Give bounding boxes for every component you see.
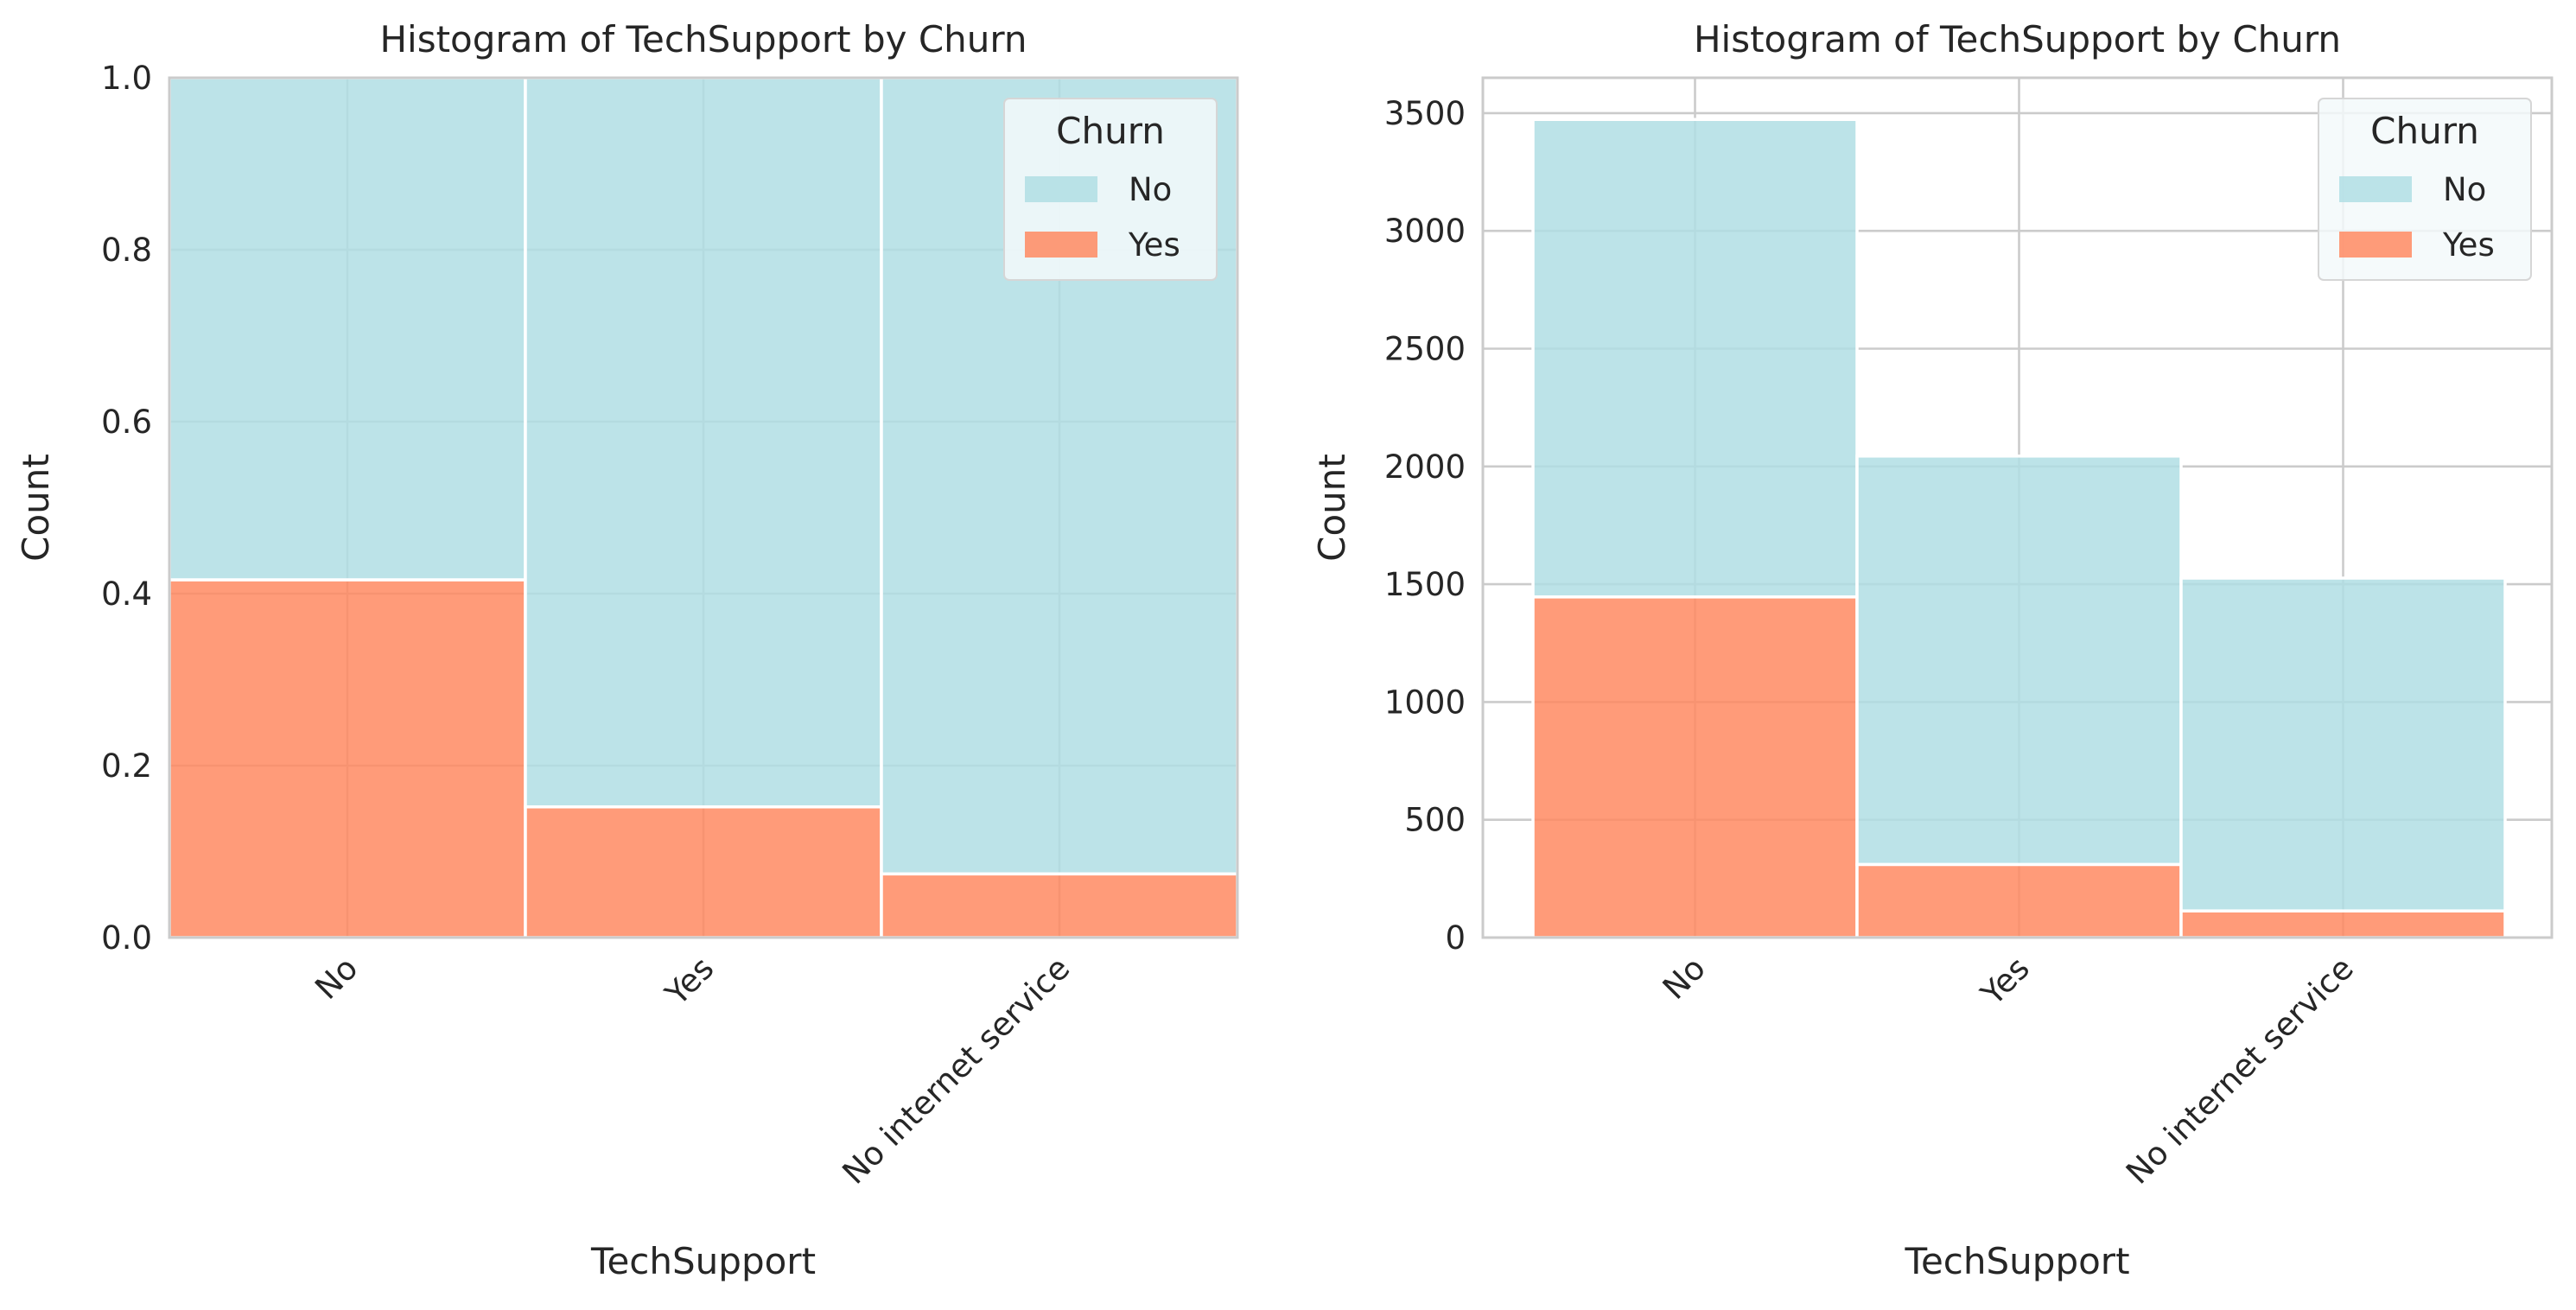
- bar-yes-1: [1531, 595, 1859, 939]
- legend: Churn No Yes: [2318, 98, 2532, 281]
- bar-yes-3: [2179, 909, 2507, 939]
- x-tick-label: No internet service: [836, 950, 1078, 1192]
- x-tick-label: Yes: [1974, 950, 2037, 1013]
- x-axis-label: TechSupport: [1904, 1240, 2129, 1282]
- y-tick-label: 2500: [1384, 330, 1466, 367]
- bar-yes-3: [880, 872, 1239, 939]
- legend-swatch-yes: [1025, 232, 1097, 258]
- x-tick-label: No internet service: [2119, 950, 2361, 1192]
- y-tick-label: 0.2: [101, 747, 152, 785]
- bar-no-2: [524, 76, 883, 809]
- y-tick-label: 0: [1445, 919, 1466, 957]
- y-tick-label: 0.8: [101, 232, 152, 269]
- legend-label-no: No: [2443, 171, 2486, 208]
- y-tick-label: 1500: [1384, 566, 1466, 603]
- legend-title: Churn: [2370, 110, 2479, 152]
- legend-label-no: No: [1129, 171, 1172, 208]
- axes-frame: [168, 76, 1239, 939]
- y-axis-label: Count: [15, 454, 57, 562]
- y-tick-label: 1.0: [101, 60, 152, 97]
- chart-title: Histogram of TechSupport by Churn: [1694, 18, 2341, 60]
- x-axis-label: TechSupport: [590, 1240, 816, 1282]
- y-tick-label: 1000: [1384, 684, 1466, 721]
- y-tick-label: 0.4: [101, 576, 152, 613]
- y-tick-label: 0.0: [101, 919, 152, 957]
- y-tick-label: 2000: [1384, 448, 1466, 486]
- chart-panel-2: 0 500 1000 1500 2000 2500 3000 3500 No Yes No inte…: [1311, 18, 2554, 1282]
- y-tick-label: 0.6: [101, 404, 152, 441]
- legend-title: Churn: [1056, 110, 1165, 152]
- x-tick-label: No: [1656, 950, 1713, 1007]
- bar-no-3: [2179, 576, 2507, 913]
- y-tick-label: 3500: [1384, 95, 1466, 132]
- x-tick-label: Yes: [658, 950, 721, 1013]
- y-tick-label: 500: [1404, 802, 1466, 839]
- axes-frame: [1481, 76, 2554, 939]
- chart-title: Histogram of TechSupport by Churn: [379, 18, 1027, 60]
- legend-swatch-no: [2339, 176, 2412, 202]
- bar-yes-1: [168, 578, 527, 939]
- legend-swatch-yes: [2339, 232, 2412, 258]
- bar-no-1: [168, 76, 527, 582]
- bar-yes-2: [524, 805, 883, 939]
- y-tick-label: 3000: [1384, 213, 1466, 250]
- bar-no-2: [1855, 455, 2183, 867]
- legend-label-yes: Yes: [2442, 226, 2495, 264]
- legend-label-yes: Yes: [1128, 226, 1180, 264]
- legend-swatch-no: [1025, 176, 1097, 202]
- bar-yes-2: [1855, 862, 2183, 939]
- y-axis-label: Count: [1311, 454, 1353, 562]
- legend: Churn No Yes: [1003, 98, 1218, 281]
- chart-panel-1: 0.0 0.2 0.4 0.6 0.8 1.0 No Yes No internet servi…: [15, 18, 1239, 1282]
- x-tick-label: No: [308, 950, 365, 1007]
- bar-no-1: [1531, 118, 1859, 599]
